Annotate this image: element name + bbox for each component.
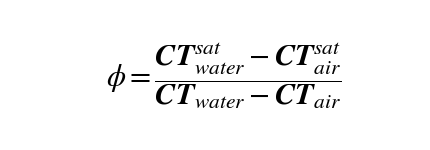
Text: $\phi = \dfrac{\boldsymbol{CT}_{water}^{sat} - \boldsymbol{CT}_{air}^{sat}}{\bol: $\phi = \dfrac{\boldsymbol{CT}_{water}^{… xyxy=(106,40,341,110)
